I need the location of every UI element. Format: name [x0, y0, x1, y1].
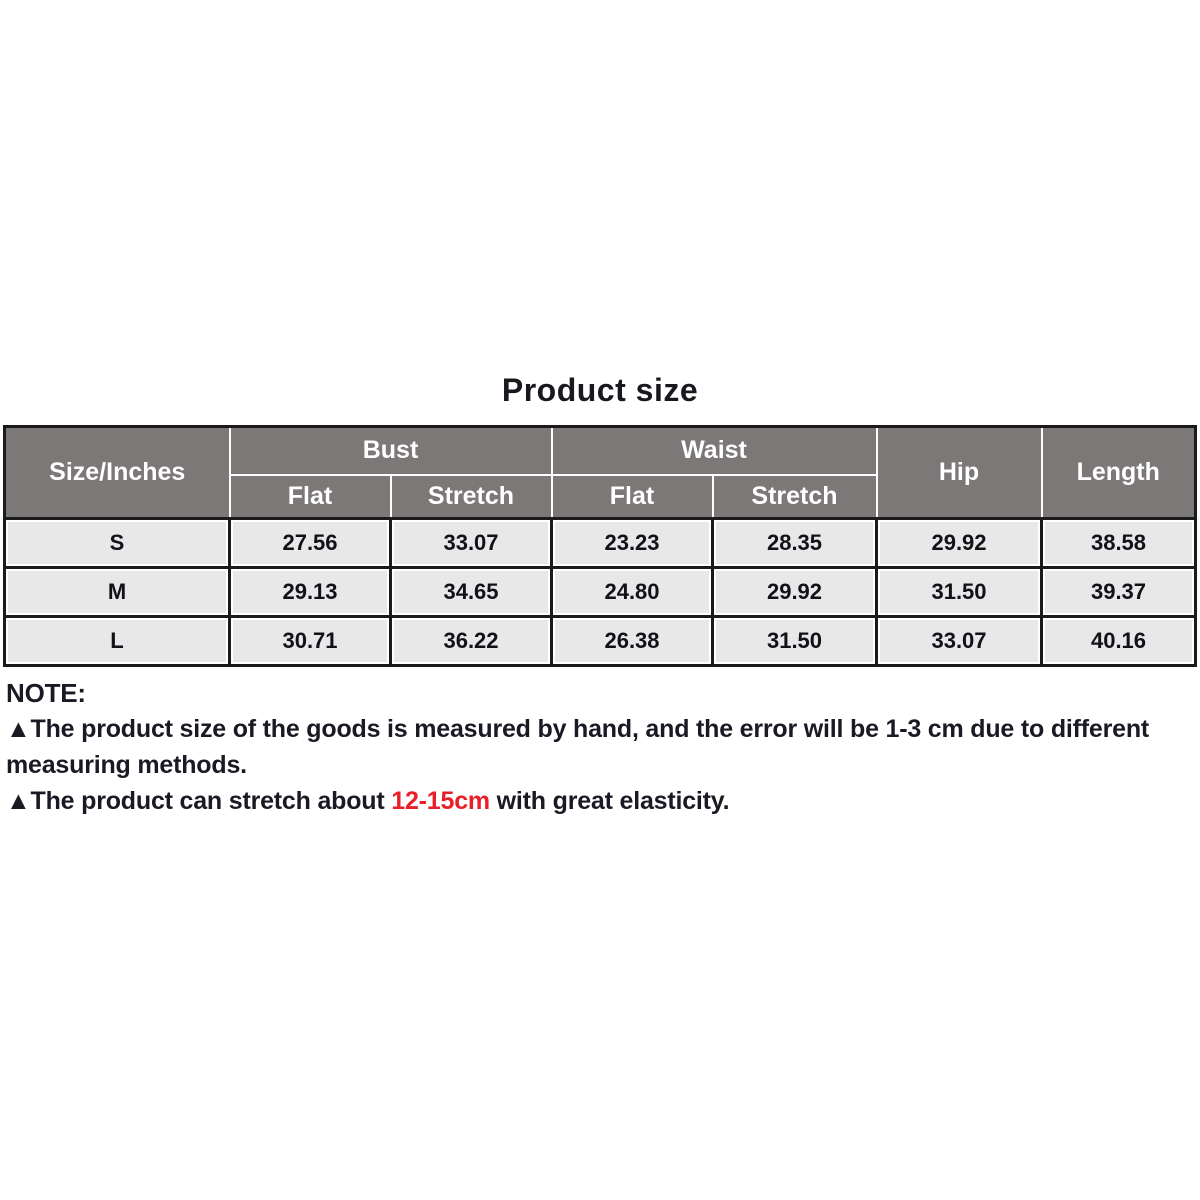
value-cell: 39.37: [1040, 566, 1197, 618]
value-cell: 29.92: [711, 566, 878, 618]
note-stretch-suffix: with great elasticity.: [489, 787, 730, 815]
value-cell: 29.92: [875, 517, 1043, 569]
note-heading: NOTE:: [6, 678, 86, 708]
header-bust: Bust: [228, 425, 553, 476]
value-cell: 28.35: [711, 517, 878, 569]
subheader-bust-flat: Flat: [228, 473, 392, 520]
value-cell: 40.16: [1040, 615, 1197, 667]
note-stretch-prefix: ▲The product can stretch about: [6, 787, 392, 815]
value-cell: 30.71: [228, 615, 392, 667]
subheader-bust-stretch: Stretch: [389, 473, 553, 520]
page-title: Product size: [501, 372, 699, 408]
note-measure-line-1: ▲The product size of the goods is measur…: [6, 715, 1150, 743]
value-cell: 31.50: [711, 615, 878, 667]
table-row-l: L 30.71 36.22 26.38 31.50 33.07 40.16: [3, 615, 1197, 667]
header-hip: Hip: [875, 425, 1043, 520]
stretch-range-highlight: 12-15cm: [391, 787, 490, 815]
value-cell: 27.56: [228, 517, 392, 569]
table-row-s: S 27.56 33.07 23.23 28.35 29.92 38.58: [3, 517, 1197, 569]
subheader-waist-flat: Flat: [550, 473, 714, 520]
value-cell: 34.65: [389, 566, 553, 618]
value-cell: 33.07: [875, 615, 1043, 667]
value-cell: 29.13: [228, 566, 392, 618]
size-chart-table: Size/Inches Bust Waist Hip Length Flat S…: [3, 425, 1197, 667]
header-size-inches: Size/Inches: [3, 425, 231, 520]
header-length: Length: [1040, 425, 1197, 520]
header-waist: Waist: [550, 425, 878, 476]
value-cell: 33.07: [389, 517, 553, 569]
value-cell: 26.38: [550, 615, 714, 667]
notes-section: NOTE: ▲The product size of the goods is …: [6, 675, 1200, 819]
value-cell: 38.58: [1040, 517, 1197, 569]
subheader-waist-stretch: Stretch: [711, 473, 878, 520]
note-stretch-line: ▲The product can stretch about 12-15cm w…: [6, 783, 1200, 819]
note-measure-line-2: measuring methods.: [6, 751, 247, 779]
value-cell: 36.22: [389, 615, 553, 667]
table-row-m: M 29.13 34.65 24.80 29.92 31.50 39.37: [3, 566, 1197, 618]
product-size-page: Product size Size/Inches Bust Waist Hip …: [3, 372, 1200, 819]
value-cell: 24.80: [550, 566, 714, 618]
value-cell: 31.50: [875, 566, 1043, 618]
size-chart-header: Size/Inches Bust Waist Hip Length Flat S…: [3, 425, 1197, 520]
value-cell: 23.23: [550, 517, 714, 569]
size-label: L: [3, 615, 231, 667]
size-label: S: [3, 517, 231, 569]
size-label: M: [3, 566, 231, 618]
